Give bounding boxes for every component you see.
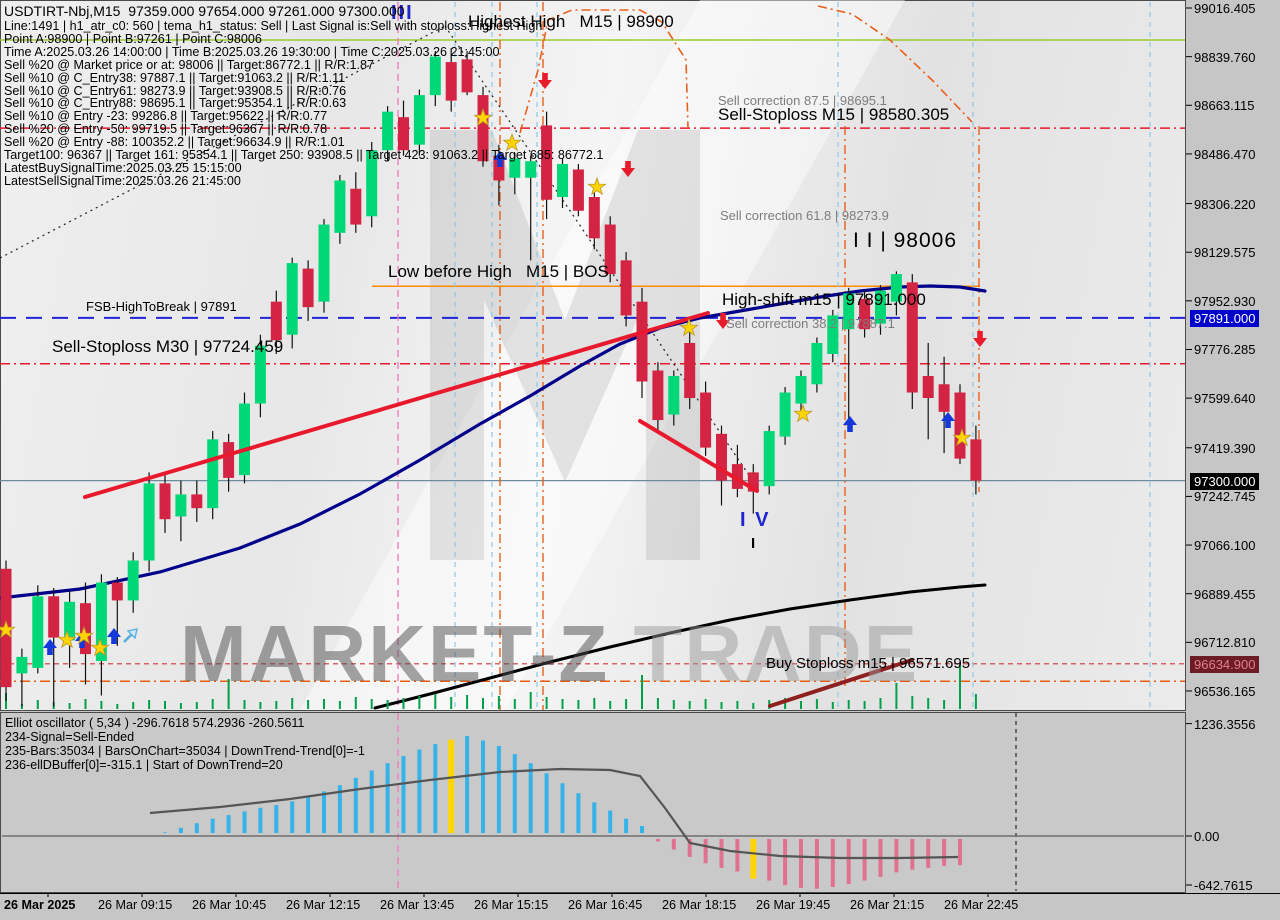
time-axis[interactable]: 26 Mar 2025 26 Mar 09:15 26 Mar 10:45 26 Ma… xyxy=(0,893,1280,920)
strategy-info-line: Time A:2025.03.26 14:00:00 | Time B:2025… xyxy=(4,44,500,59)
strategy-info-line: Point A:98900 | Point B:97261 | Point C:… xyxy=(4,31,262,46)
price-chip: 97891.000 xyxy=(1190,309,1260,327)
chart-annotation-label: FSB-HighToBreak | 97891 xyxy=(86,299,237,314)
price-tick-label: 96536.165 xyxy=(1194,683,1256,699)
chart-annotation-label: Low before High M15 | BOS xyxy=(388,262,609,281)
chart-annotation-label: Buy Stoploss m15 | 96571.695 xyxy=(766,655,971,672)
price-chip: 96634.900 xyxy=(1190,655,1260,673)
oscillator-info-line: Elliot oscillator ( 5,34 ) -296.7618 574… xyxy=(5,716,305,730)
price-tick-label: 98306.220 xyxy=(1194,196,1256,212)
price-tick-label: 99016.405 xyxy=(1194,0,1256,16)
strategy-info-line: LatestSellSignalTime:2025.03.26 21:45:00 xyxy=(4,173,241,188)
chart-annotation-label: Sell correction 61.8 | 98273.9 xyxy=(720,208,889,223)
chart-annotation-label: High-shift m15 | 97891.000 xyxy=(722,290,926,309)
price-tick-label: 98839.760 xyxy=(1194,49,1256,65)
chart-annotation-label: III xyxy=(391,2,414,24)
time-tick-label: 26 Mar 19:45 xyxy=(756,898,831,912)
price-tick-label: 98486.470 xyxy=(1194,146,1256,162)
watermark-text: MARKET-Z TRADE xyxy=(180,608,919,700)
time-tick-label: 26 Mar 21:15 xyxy=(850,898,925,912)
price-tick-label: 97776.285 xyxy=(1194,342,1256,358)
strategy-info-line: Sell %10 @ C_Entry38: 97887.1 || Target:… xyxy=(4,70,346,85)
price-tick-label: 97419.390 xyxy=(1194,440,1256,456)
strategy-info-line: Sell %20 @ Market price or at: 98006 || … xyxy=(4,57,375,72)
oscillator-info-line: 235-Bars:35034 | BarsOnChart=35034 | Dow… xyxy=(5,744,365,758)
osc-tick-label: 1236.3556 xyxy=(1194,716,1256,732)
price-tick-label: 96889.455 xyxy=(1194,586,1256,602)
price-tick-label: 98129.575 xyxy=(1194,245,1256,261)
symbol-info-block: USDTIRT-Nbj,M15 97359.000 97654.000 9726… xyxy=(4,3,603,188)
osc-tick-label: -642.7615 xyxy=(1194,878,1253,893)
price-tick-label: 98663.115 xyxy=(1194,98,1255,114)
watermark-brand-2: TRADE xyxy=(609,609,920,698)
price-chip: 97300.000 xyxy=(1190,472,1260,490)
chart-annotation-label: I I | 98006 xyxy=(853,229,958,252)
time-tick-label: 26 Mar 10:45 xyxy=(192,898,267,912)
oscillator-info-block: Elliot oscillator ( 5,34 ) -296.7618 574… xyxy=(5,716,365,772)
price-scale[interactable]: 99016.405 98839.760 98663.115 98486.470 9830… xyxy=(1186,0,1280,893)
oscillator-info-line: 234-Signal=Sell-Ended xyxy=(5,730,135,744)
chart-annotation-label: I xyxy=(751,535,756,552)
strategy-info-line: Line:1491 | h1_atr_c0: 560 | tema_h1_sta… xyxy=(4,19,543,33)
chart-annotation-label: Sell correction 38.2 | 97887.1 xyxy=(726,316,895,331)
time-tick-label: 26 Mar 2025 xyxy=(4,898,76,912)
watermark-brand: MARKET-Z xyxy=(180,609,610,698)
time-tick-label: 26 Mar 09:15 xyxy=(98,898,173,912)
osc-tick-label: 0.00 xyxy=(1194,829,1220,844)
chart-annotation-label: Sell-Stoploss M30 | 97724.459 xyxy=(52,337,284,356)
time-tick-label: 26 Mar 13:45 xyxy=(380,898,455,912)
price-tick-label: 97599.640 xyxy=(1194,391,1256,407)
price-tick-label: 97066.100 xyxy=(1194,538,1256,554)
strategy-info-line: LatestBuySignalTime:2025.03.25 15:15:00 xyxy=(4,160,242,175)
time-tick-label: 26 Mar 15:15 xyxy=(474,898,549,912)
price-tick-label: 97242.745 xyxy=(1194,489,1256,505)
time-tick-label: 26 Mar 16:45 xyxy=(568,898,643,912)
time-tick-label: 26 Mar 22:45 xyxy=(944,898,1019,912)
chart-annotation-label: I V xyxy=(740,509,771,531)
chart-annotation-label: Sell-Stoploss M15 | 98580.305 xyxy=(718,105,950,124)
ohlc-header-line: USDTIRT-Nbj,M15 97359.000 97654.000 9726… xyxy=(4,3,405,19)
price-tick-label: 97952.930 xyxy=(1194,293,1256,309)
time-tick-label: 26 Mar 12:15 xyxy=(286,898,361,912)
oscillator-info-line: 236-ellDBuffer[0]=-315.1 | Start of Down… xyxy=(5,758,283,772)
price-tick-label: 96712.810 xyxy=(1194,635,1256,651)
time-tick-label: 26 Mar 18:15 xyxy=(662,898,737,912)
